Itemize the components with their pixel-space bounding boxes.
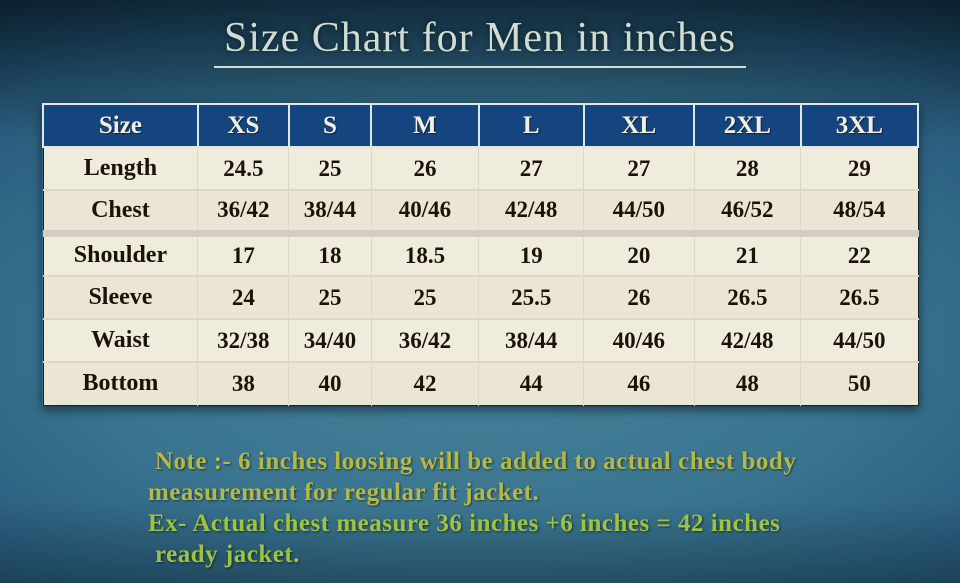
column-header-3xl: 3XL — [799, 103, 920, 148]
row-label-length: Length — [43, 147, 198, 190]
cell-length-xs: 24.5 — [197, 147, 289, 190]
header-row: Size XS S M L XL 2XL 3XL — [42, 103, 920, 148]
cell-waist-xl: 40/46 — [583, 318, 694, 362]
cell-bottom-l: 44 — [478, 361, 584, 405]
note-line-4: ready jacket. — [155, 541, 300, 568]
column-header-xs: XS — [196, 103, 290, 148]
cell-waist-2xl: 42/48 — [693, 318, 801, 362]
cell-shoulder-xl: 20 — [583, 229, 694, 276]
cell-shoulder-l: 19 — [478, 229, 584, 276]
cell-sleeve-3xl: 26.5 — [800, 275, 918, 319]
cell-chest-xl: 44/50 — [583, 189, 694, 233]
column-header-xl: XL — [582, 103, 696, 148]
table-row-chest: Chest 36/42 38/44 40/46 42/48 44/50 46/52 48/54 — [43, 189, 918, 233]
cell-shoulder-m: 18.5 — [370, 229, 479, 276]
cell-chest-2xl: 46/52 — [693, 189, 801, 233]
table-row-length: Length 24.5 25 26 27 27 28 29 — [43, 147, 918, 190]
cell-chest-xs: 36/42 — [197, 189, 289, 233]
cell-sleeve-m: 25 — [370, 275, 479, 319]
cell-waist-xs: 32/38 — [197, 318, 289, 362]
page-title-text: Size Chart for Men in inches — [213, 14, 747, 68]
row-label-chest: Chest — [43, 189, 198, 233]
note-line-2: measurement for regular fit jacket. — [148, 479, 540, 506]
cell-bottom-s: 40 — [288, 361, 372, 405]
column-header-s: S — [287, 103, 373, 148]
note-line-3: Ex- Actual chest measure 36 inches +6 in… — [148, 510, 781, 537]
note-block: Note :- 6 inches loosing will be added t… — [148, 446, 838, 570]
column-header-size: Size — [42, 103, 199, 148]
table-row-waist: Waist 32/38 34/40 36/42 38/44 40/46 42/48 44/50 — [43, 318, 918, 362]
size-table: Size XS S M L XL 2XL 3XL Length 24.5 25 26 27 27 28 29… — [42, 103, 920, 406]
cell-sleeve-xl: 26 — [583, 275, 694, 319]
cell-sleeve-2xl: 26.5 — [693, 275, 801, 319]
table-row-sleeve: Sleeve 24 25 25 25.5 26 26.5 26.5 — [43, 275, 918, 319]
cell-length-3xl: 29 — [800, 147, 918, 190]
cell-chest-s: 38/44 — [288, 189, 372, 233]
cell-length-s: 25 — [288, 147, 372, 190]
cell-shoulder-3xl: 22 — [800, 229, 918, 276]
cell-waist-l: 38/44 — [478, 318, 584, 362]
cell-sleeve-l: 25.5 — [478, 275, 584, 319]
cell-shoulder-2xl: 21 — [693, 229, 801, 276]
cell-bottom-3xl: 50 — [800, 361, 918, 405]
row-label-bottom: Bottom — [43, 361, 198, 405]
size-table-body: Length 24.5 25 26 27 27 28 29 Chest 36/42 38/44 40/… — [43, 147, 918, 405]
cell-shoulder-xs: 17 — [197, 229, 289, 276]
cell-shoulder-s: 18 — [288, 229, 372, 276]
cell-sleeve-xs: 24 — [197, 275, 289, 319]
cell-chest-3xl: 48/54 — [800, 189, 918, 233]
table-row-bottom: Bottom 38 40 42 44 46 48 50 — [43, 361, 918, 405]
row-label-sleeve: Sleeve — [43, 275, 198, 319]
cell-bottom-2xl: 48 — [693, 361, 801, 405]
cell-chest-m: 40/46 — [370, 189, 479, 233]
cell-waist-s: 34/40 — [288, 318, 372, 362]
column-header-l: L — [477, 103, 585, 148]
cell-chest-l: 42/48 — [478, 189, 584, 233]
cell-waist-m: 36/42 — [370, 318, 479, 362]
page-title: Size Chart for Men in inches — [0, 14, 960, 68]
cell-length-xl: 27 — [583, 147, 694, 190]
cell-length-m: 26 — [370, 147, 479, 190]
row-label-waist: Waist — [43, 318, 198, 362]
cell-bottom-xl: 46 — [583, 361, 694, 405]
column-header-m: M — [370, 103, 480, 148]
cell-bottom-xs: 38 — [197, 361, 289, 405]
cell-waist-3xl: 44/50 — [800, 318, 918, 362]
cell-bottom-m: 42 — [370, 361, 479, 405]
row-label-shoulder: Shoulder — [43, 229, 198, 276]
cell-sleeve-s: 25 — [288, 275, 372, 319]
table-row-shoulder: Shoulder 17 18 18.5 19 20 21 22 — [43, 229, 918, 276]
note-line-1: Note :- 6 inches loosing will be added t… — [155, 448, 797, 475]
size-table-header: Size XS S M L XL 2XL 3XL — [42, 103, 920, 148]
cell-length-l: 27 — [478, 147, 584, 190]
column-header-2xl: 2XL — [693, 103, 802, 148]
cell-length-2xl: 28 — [693, 147, 801, 190]
